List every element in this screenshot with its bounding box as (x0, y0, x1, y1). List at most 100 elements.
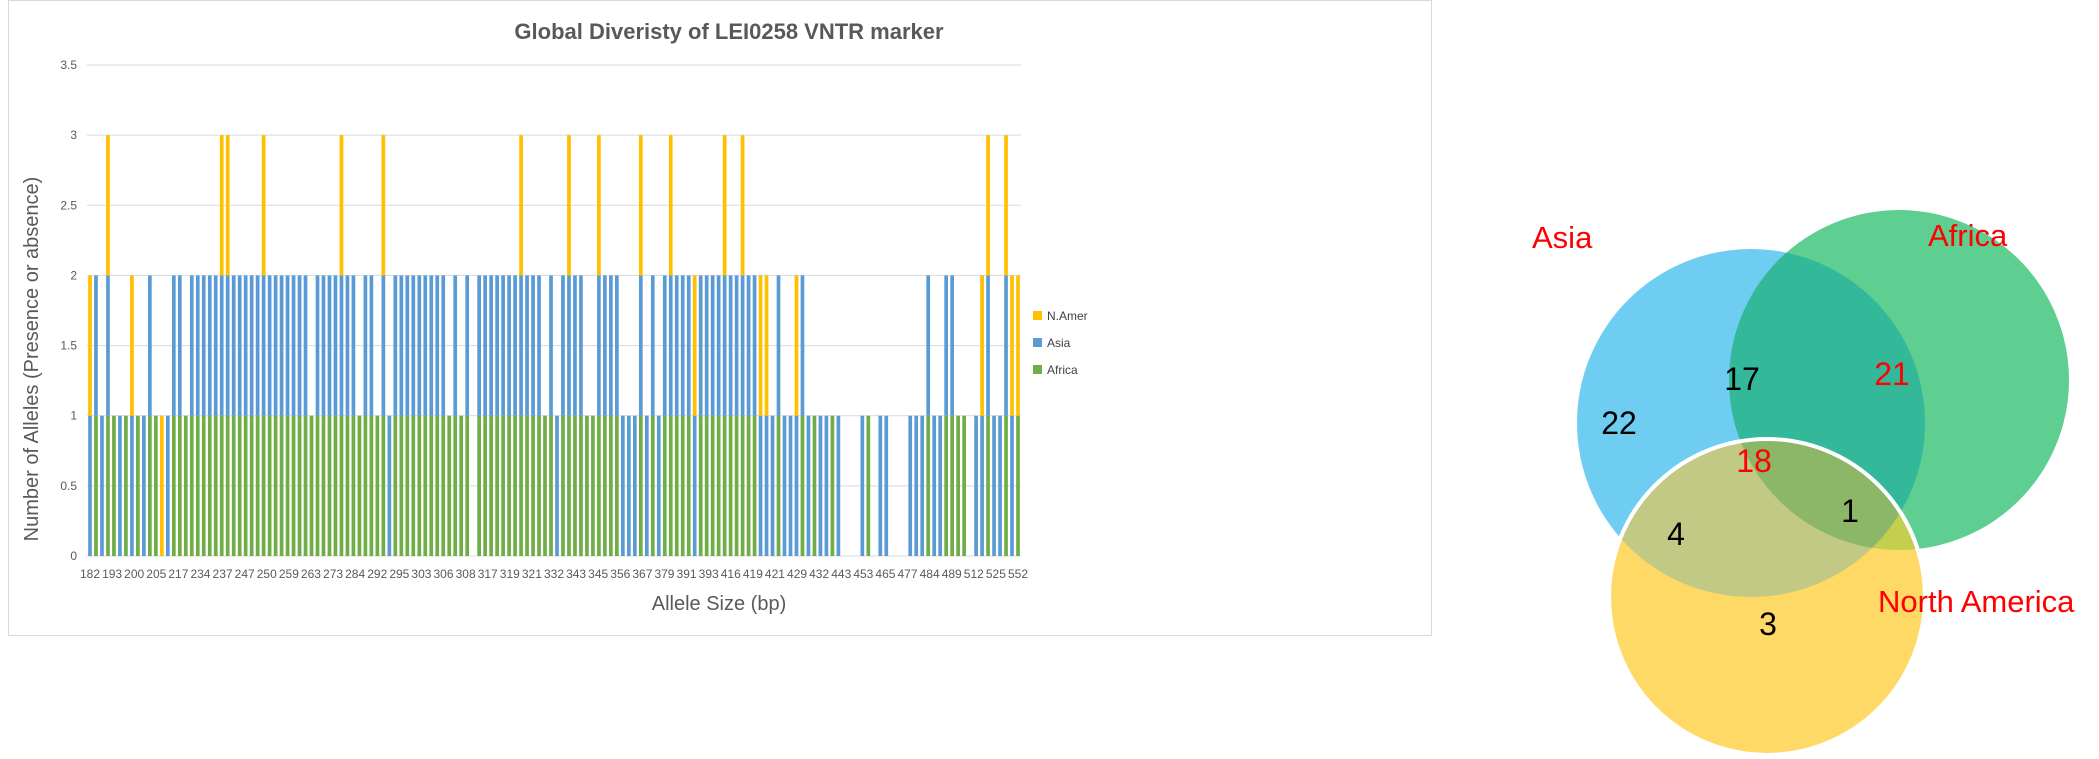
bar-segment-asia (818, 415, 823, 556)
bar-segment-africa (255, 415, 260, 556)
bar-segment-africa (171, 415, 176, 556)
bar-segment-africa (483, 415, 487, 556)
bar-segment-africa (507, 415, 511, 556)
bar-segment-namer (130, 275, 134, 416)
asia-north-america-count: 4 (1667, 516, 1685, 552)
bar-segment-africa (189, 415, 194, 556)
africa-label: Africa (1928, 218, 2008, 253)
bar-segment-africa (285, 415, 290, 556)
bar-segment-asia (483, 275, 487, 416)
bar-segment-asia (94, 275, 98, 416)
bar-segment-asia (656, 415, 661, 556)
bar-segment-africa (740, 415, 745, 556)
bar-segment-africa (393, 415, 398, 556)
x-tick-label: 247 (235, 567, 255, 581)
x-tick-label: 525 (986, 567, 1006, 581)
bar-segment-africa (351, 415, 356, 556)
bar-segment-africa (213, 415, 218, 556)
bar-segment-africa (267, 415, 272, 556)
bar-segment-asia (297, 275, 302, 416)
bar-segment-asia (782, 415, 787, 556)
x-tick-label: 205 (146, 567, 166, 581)
bar-segment-africa (315, 415, 320, 556)
bar-segment-asia (980, 415, 984, 556)
y-tick-label: 0 (70, 549, 77, 563)
bar-segment-africa (321, 415, 326, 556)
bar-segment-asia (878, 415, 883, 556)
x-tick-label: 477 (898, 567, 918, 581)
y-tick-label: 3 (70, 128, 77, 142)
bar-segment-asia (291, 275, 296, 416)
x-tick-label: 512 (964, 567, 984, 581)
africa-only-count: 21 (1874, 356, 1910, 392)
bar-segment-asia (315, 275, 320, 416)
x-tick-label: 391 (677, 567, 697, 581)
bar-segment-namer (339, 135, 344, 276)
north-america-only-count: 3 (1759, 606, 1777, 642)
bar-segment-africa (662, 415, 667, 556)
bar-segment-namer (261, 135, 266, 276)
bar-segment-asia (213, 275, 218, 416)
bar-segment-africa (195, 415, 200, 556)
bar-segment-africa (561, 415, 565, 556)
x-axis-label: Allele Size (bp) (652, 593, 787, 615)
x-tick-label: 273 (323, 567, 343, 581)
bar-segment-africa (136, 415, 140, 556)
bar-segment-asia (597, 275, 601, 416)
bar-segment-namer (159, 415, 164, 556)
bar-segment-asia (752, 275, 757, 416)
north-america-label: North America (1878, 584, 2075, 619)
bar-segment-africa (231, 415, 236, 556)
x-tick-label: 429 (787, 567, 807, 581)
x-tick-label: 292 (367, 567, 387, 581)
bar-segment-africa (411, 415, 416, 556)
bar-segment-asia (243, 275, 248, 416)
bar-segment-africa (752, 415, 757, 556)
bar-segment-africa (429, 415, 434, 556)
bar-segment-namer (1010, 275, 1014, 416)
x-tick-label: 379 (654, 567, 674, 581)
bar-segment-asia (794, 415, 799, 556)
bar-segment-asia (189, 275, 194, 416)
x-tick-label: 343 (566, 567, 586, 581)
bar-segment-namer (638, 135, 643, 276)
bar-segment-africa (812, 415, 817, 556)
y-tick-label: 2 (70, 268, 77, 282)
bar-segment-africa (345, 415, 350, 556)
bar-chart-panel: Global Diveristy of LEI0258 VNTR marker … (8, 0, 1432, 636)
bar-segment-asia (513, 275, 517, 416)
x-tick-label: 319 (500, 567, 520, 581)
bar-segment-namer (764, 275, 769, 416)
bar-segment-asia (495, 275, 499, 416)
triple-overlap (1729, 439, 1925, 550)
bar-segment-asia (279, 275, 284, 416)
bar-segment-asia (399, 275, 404, 416)
bar-segment-africa (309, 415, 314, 556)
bar-segment-asia (165, 415, 170, 556)
y-tick-label: 1 (70, 409, 77, 423)
bar-segment-africa (866, 415, 871, 556)
bar-chart: Global Diveristy of LEI0258 VNTR marker … (21, 19, 1088, 615)
bar-segment-asia (650, 275, 655, 416)
bar-segment-africa (962, 415, 966, 556)
grid-lines (87, 64, 1021, 557)
bar-segment-asia (621, 415, 625, 556)
bar-segment-asia (974, 415, 978, 556)
bar-segment-africa (435, 415, 440, 556)
bar-segment-asia (626, 415, 631, 556)
bar-segment-africa (704, 415, 709, 556)
y-tick-label: 0.5 (60, 479, 77, 493)
bar-segment-asia (327, 275, 332, 416)
bar-segment-asia (100, 415, 104, 556)
bar-segment-africa (495, 415, 499, 556)
legend: N.Amer Asia Africa (1033, 309, 1088, 377)
x-tick-label: 217 (168, 567, 188, 581)
bar-segment-asia (453, 275, 458, 416)
bar-segment-asia (393, 275, 398, 416)
y-tick-label: 2.5 (60, 198, 77, 212)
bar-segment-namer (668, 135, 673, 276)
bar-segment-namer (740, 135, 745, 276)
bar-segment-africa (609, 415, 613, 556)
bar-segment-asia (249, 275, 254, 416)
bar-segment-africa (573, 415, 577, 556)
